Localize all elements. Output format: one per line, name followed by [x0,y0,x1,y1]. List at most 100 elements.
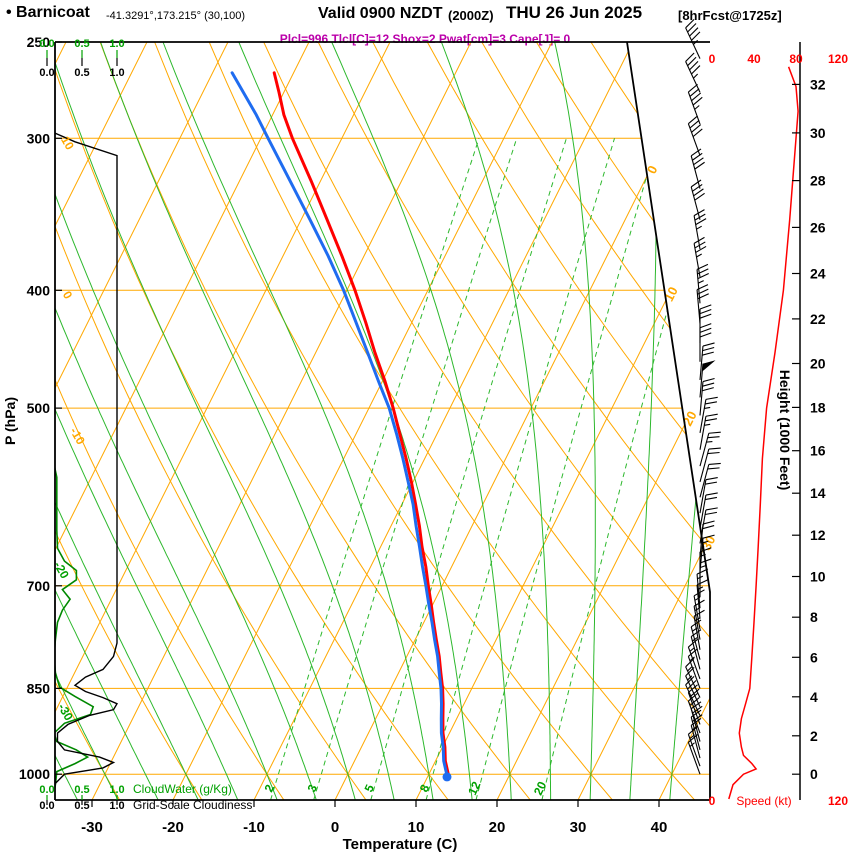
wind-barb-staff [696,584,701,619]
isotherm-line [55,42,310,800]
dry-adiabat-line [208,42,695,800]
wind-barb-half-feather [696,225,702,230]
wind-barb-feather [702,377,715,383]
isotherm-line [91,42,472,800]
wind-barb-feather [702,534,715,539]
wind-barb-feather [694,241,706,249]
wind-barb-feather [691,124,702,133]
wind-barb-staff [687,123,701,156]
height-tick-label: 22 [810,311,826,327]
mixing-ratio-line [370,138,567,800]
isotherm-line [55,42,148,800]
cloudwater-scale-label-top: 0.0 [39,38,54,50]
wind-barb-feather [693,236,705,244]
wind-barb-feather [687,56,697,67]
forecast-tag: [8hrFcst@1725z] [678,8,782,23]
pressure-tick-label: 700 [27,578,51,594]
wind-barb-feather [689,88,700,97]
surface-point-dot [442,772,452,782]
height-tick-label: 12 [810,527,826,543]
wind-barb-staff [699,433,710,467]
wind-barb-half-feather [704,423,711,426]
wind-barb-feather [699,332,712,338]
wind-barb-feather [688,83,698,93]
wind-barb-feather [705,511,718,516]
temperature-tick-label: 10 [408,819,425,836]
dry-adiabat-line [55,42,121,800]
wind-barb-half-feather [706,441,713,443]
wind-barb-feather [702,342,715,347]
dry-adiabat-line [590,42,710,800]
wind-barb-feather [697,273,709,280]
speed-tick-label-bottom: 0 [709,794,716,808]
wind-barb-feather [685,18,695,29]
wind-barb-feather [692,128,703,138]
cloudiness-scale-label-top: 0.5 [74,67,89,79]
mixing-ratio-label: 12 [465,779,483,797]
wind-barb-staff [696,269,701,304]
wind-barb-feather [690,148,702,157]
cloudwater-scale-label-bottom: 0.5 [74,784,89,796]
dry-adiabat-line [55,42,285,800]
plot-frame [54,41,801,801]
wind-barb-feather [693,188,704,197]
wind-barb-pennant [702,360,716,372]
dry-adiabat-line [55,42,449,800]
pressure-tick-label: 500 [27,400,51,416]
valid-zulu: (2000Z) [448,8,494,23]
wind-barb-staff [685,675,701,707]
height-tick-label: 20 [810,356,826,372]
background-grid [55,42,710,800]
wind-barb-feather [702,520,715,525]
wind-barb-staff [685,61,701,93]
height-tick-label: 6 [810,649,818,665]
wind-barb-feather [699,323,712,329]
wind-barb-feather [695,245,707,253]
wind-barb-feather [705,481,718,485]
wind-barb-feather [702,525,715,530]
wind-barb-half-feather [687,666,693,672]
temperature-tick-label: 30 [570,819,587,836]
moist-adiabat-line [55,42,278,800]
moist-adiabat-line [162,42,434,800]
wind-barb-staff [685,684,701,716]
wind-barb-feather [691,31,701,41]
wind-barb-staff [699,416,707,450]
mixing-ratio-label: 3 [305,782,321,794]
wind-barb-feather [699,304,712,310]
height-tick-label: 24 [810,266,826,282]
temperature-tick-label: -10 [243,819,265,836]
wind-barb-feather [702,387,714,392]
wind-barb-feather [685,675,695,686]
wind-barb-feather [689,60,699,71]
pressure-tick-label: 850 [27,680,51,696]
pressure-tick-label: 1000 [19,766,50,782]
temperature-tick-label: 20 [489,819,506,836]
speed-tick-label-top: 0 [709,52,716,66]
wind-barb-feather [705,492,718,496]
wind-barb-feather [708,431,721,434]
wind-barb-staff [690,155,701,189]
wind-barb-feather [690,701,702,710]
mixing-ratio-label: 20 [531,779,549,797]
speed-tick-label-top: 120 [828,52,848,66]
isotherm-line [415,42,710,800]
wind-barb-staff [699,363,704,398]
moist-adiabat-line [331,42,512,800]
wind-barb-feather [692,96,703,106]
speed-tick-label-top: 80 [789,52,803,66]
station-coords: -41.3291°,173.215° (30,100) [106,10,246,22]
cloudiness-scale-label-bottom: 0.0 [39,800,54,812]
grid-scale-cloudiness-curve [55,72,119,800]
moist-adiabat-line [55,42,119,800]
wind-barb-staff [699,464,710,498]
wind-barb-feather [699,308,712,315]
pressure-tick-label: 400 [27,282,51,298]
wind-barb-feather [707,451,720,455]
moist-adiabat-line [669,42,710,800]
wind-barb-feather [707,436,720,439]
wind-barb-feather [692,152,703,161]
temperature-tick-label: -30 [81,819,103,836]
moist-adiabat-line [55,42,199,800]
